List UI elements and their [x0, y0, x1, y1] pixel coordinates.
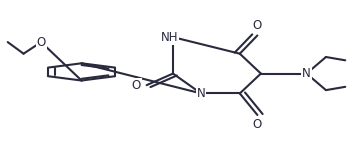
Text: O: O: [131, 79, 141, 92]
Text: O: O: [253, 118, 262, 131]
Text: N: N: [197, 87, 205, 100]
Text: O: O: [36, 36, 46, 49]
Text: N: N: [302, 67, 311, 80]
Text: NH: NH: [161, 31, 178, 44]
Text: O: O: [253, 19, 262, 32]
